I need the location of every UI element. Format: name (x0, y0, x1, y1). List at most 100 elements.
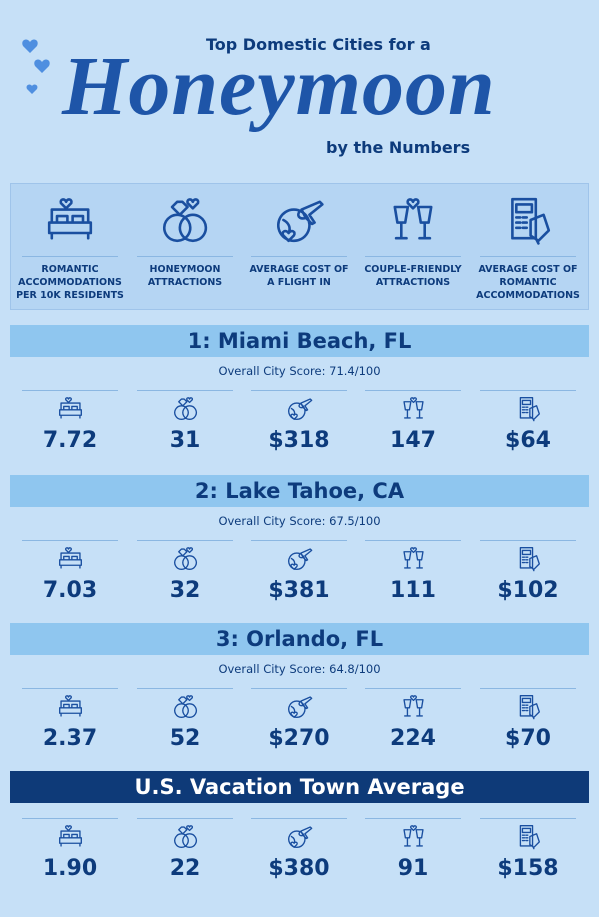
metric-value: $158 (497, 856, 559, 881)
icon (287, 825, 312, 848)
separator (22, 818, 118, 819)
icon (58, 824, 82, 847)
metric-value: 91 (397, 856, 429, 881)
icon-shape (173, 546, 197, 570)
icon-shape (173, 694, 197, 718)
icon (47, 198, 93, 240)
city-score: Overall City Score: 71.4/100 (218, 364, 381, 378)
icon-shape (287, 695, 312, 718)
separator (480, 390, 576, 391)
icon (58, 396, 82, 419)
section-bar: 3: Orlando, FL (10, 623, 589, 655)
metric-value: 147 (390, 428, 436, 453)
header-title: Honeymoon (62, 40, 496, 133)
icon-shape (519, 396, 540, 421)
metric-value: $102 (497, 578, 559, 603)
separator (480, 540, 576, 541)
icon-shape (402, 546, 424, 569)
icon-shape (287, 825, 312, 848)
icon (519, 694, 540, 719)
section-bar: U.S. Vacation Town Average (10, 771, 589, 803)
metric-label: HONEYMOON ATTRACTIONS (147, 264, 223, 288)
icon-shape (402, 694, 424, 717)
icon (511, 197, 551, 245)
icon (173, 396, 197, 420)
separator (480, 256, 576, 257)
metrics-box (10, 183, 589, 310)
icon-shape (173, 396, 197, 420)
city-score: Overall City Score: 67.5/100 (218, 514, 381, 528)
icon-shape (402, 396, 424, 419)
icon-shape (58, 694, 82, 717)
separator (137, 390, 233, 391)
separator (137, 256, 233, 257)
icon (519, 396, 540, 421)
icon-shape (402, 824, 424, 847)
icon-shape (287, 397, 312, 420)
separator (137, 688, 233, 689)
metric-value: 224 (390, 726, 436, 751)
icon (519, 824, 540, 849)
icon-shape (58, 824, 82, 847)
section-bar: 1: Miami Beach, FL (10, 325, 589, 357)
metric-value: 32 (169, 578, 201, 603)
icon-shape (277, 200, 324, 243)
separator (480, 818, 576, 819)
separator (251, 256, 347, 257)
icon (402, 824, 424, 847)
metric-label: COUPLE-FRIENDLY ATTRACTIONS (364, 264, 462, 288)
icon-shape (519, 546, 540, 571)
metric-label: ROMANTIC ACCOMMODATIONS PER 10K RESIDENT… (16, 264, 124, 301)
metric-value: 111 (390, 578, 436, 603)
icon (162, 198, 208, 243)
metric-value: 52 (169, 726, 201, 751)
separator (480, 688, 576, 689)
city-score: Overall City Score: 64.8/100 (218, 662, 381, 676)
icon-shape (511, 197, 551, 245)
icon (173, 546, 197, 570)
metric-value: $318 (268, 428, 330, 453)
metric-value: 22 (169, 856, 201, 881)
icon-shape (393, 198, 433, 240)
icon (402, 396, 424, 419)
separator (251, 688, 347, 689)
separator (22, 688, 118, 689)
icon (519, 546, 540, 571)
separator (365, 256, 461, 257)
metric-value: $64 (505, 428, 551, 453)
header-line: by the Numbers (326, 138, 471, 157)
icon (287, 397, 312, 420)
separator (137, 540, 233, 541)
separator (251, 818, 347, 819)
icon (287, 695, 312, 718)
metric-value: 7.03 (42, 578, 98, 603)
separator (365, 688, 461, 689)
icon (402, 694, 424, 717)
metric-value: 7.72 (42, 428, 98, 453)
icon (402, 546, 424, 569)
separator (251, 390, 347, 391)
separator (365, 540, 461, 541)
icon-shape (173, 824, 197, 848)
metric-value: 1.90 (42, 856, 98, 881)
separator (251, 540, 347, 541)
icon (173, 824, 197, 848)
icon-shape (162, 198, 208, 243)
icon (173, 694, 197, 718)
icon (393, 198, 433, 240)
icon-shape (47, 198, 93, 240)
icon-shape (58, 546, 82, 569)
icon (287, 547, 312, 570)
metric-label: AVERAGE COST OF A FLIGHT IN (249, 264, 349, 288)
icon (58, 694, 82, 717)
icon-shape (58, 396, 82, 419)
icon-shape (519, 694, 540, 719)
separator (22, 390, 118, 391)
metric-value: $381 (268, 578, 330, 603)
separator (137, 818, 233, 819)
metric-value: 31 (169, 428, 201, 453)
metric-label: AVERAGE COST OF ROMANTIC ACCOMMODATIONS (476, 264, 580, 301)
icon (58, 546, 82, 569)
metric-value: $380 (268, 856, 330, 881)
